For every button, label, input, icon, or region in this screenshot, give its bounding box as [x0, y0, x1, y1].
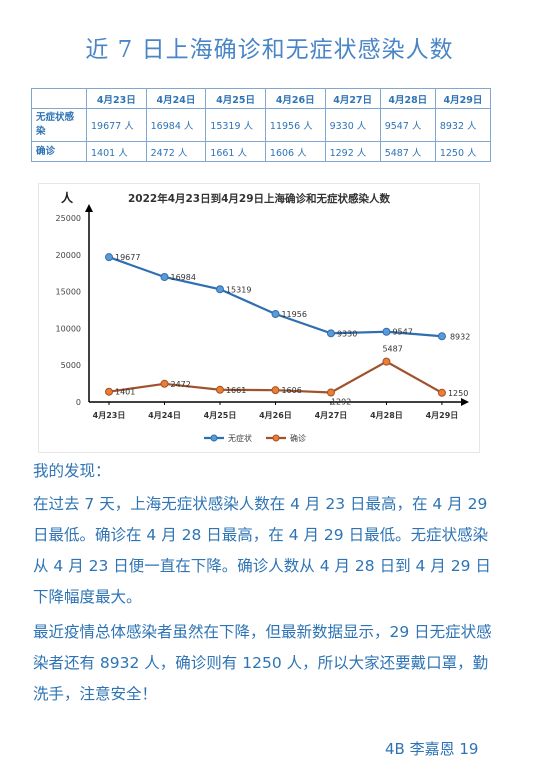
- data-label: 16984: [170, 273, 195, 282]
- data-label: 1401: [115, 388, 135, 397]
- y-tick-label: 20000: [56, 251, 81, 260]
- table-header-row: 4月23日 4月24日 4月25日 4月26日 4月27日 4月28日 4月29…: [31, 88, 492, 109]
- table-header-cell: 4月23日: [86, 88, 147, 109]
- findings-paragraph-1: 在过去 7 天，上海无症状感染人数在 4 月 23 日最高，在 4 月 29 日…: [33, 495, 491, 606]
- table-cell: 1292 人: [324, 141, 381, 162]
- table-header-cell: 4月26日: [264, 88, 326, 109]
- author-signature: 4B 李嘉恩 19: [385, 740, 479, 758]
- table-cell: 2472 人: [145, 141, 207, 162]
- table-cell: 19677 人: [86, 108, 147, 142]
- y-tick-label: 10000: [56, 324, 81, 333]
- data-point: [271, 386, 280, 395]
- line-chart: 2022年4月23日到4月29日上海确诊和无症状感染人数 人 0 5000 10000 1…: [38, 183, 480, 453]
- row-label-confirmed: 确诊: [31, 141, 87, 162]
- data-label: 11956: [281, 310, 306, 319]
- x-tick-label: 4月28日: [370, 411, 403, 420]
- y-tick-label: 25000: [56, 214, 81, 223]
- table-header-cell: 4月27日: [324, 88, 381, 109]
- table-row: 确诊 1401 人 2472 人 1661 人 1606 人 1292 人 54…: [31, 141, 492, 162]
- x-tick-label: 4月29日: [426, 411, 459, 420]
- data-label: 5487: [382, 345, 402, 354]
- data-point: [437, 388, 446, 397]
- data-label: 9547: [392, 328, 412, 337]
- chart-svg: 2022年4月23日到4月29日上海确诊和无症状感染人数 人 0 5000 10000 1…: [56, 190, 471, 443]
- data-point: [215, 385, 224, 394]
- table-cell: 9330 人: [324, 108, 381, 142]
- data-label: 1606: [281, 386, 301, 395]
- table-cell: 8932 人: [434, 108, 492, 142]
- data-point: [437, 332, 446, 341]
- table-cell: 11956 人: [264, 108, 326, 142]
- x-tick-label: 4月23日: [93, 411, 126, 420]
- table-header-cell: 4月24日: [145, 88, 207, 109]
- x-tick-label: 4月26日: [259, 411, 292, 420]
- table-cell: 9547 人: [379, 108, 436, 142]
- chart-title: 2022年4月23日到4月29日上海确诊和无症状感染人数: [128, 192, 391, 205]
- page-title: 近 7 日上海确诊和无症状感染人数: [85, 37, 454, 63]
- data-point: [105, 387, 113, 396]
- data-label: 8932: [450, 332, 470, 341]
- table-cell: 16984 人: [145, 108, 207, 142]
- x-tick-label: 4月24日: [148, 411, 181, 420]
- legend-marker: [272, 434, 280, 442]
- findings-heading: 我的发现：: [33, 462, 111, 480]
- table-cell: 1661 人: [205, 141, 266, 162]
- data-point: [160, 272, 169, 281]
- table-cell: 1401 人: [86, 141, 147, 162]
- table-corner: [31, 88, 87, 109]
- legend-label: 确诊: [290, 433, 306, 443]
- table-header-cell: 4月28日: [379, 88, 436, 109]
- data-point: [215, 285, 224, 294]
- data-label: 2472: [170, 380, 190, 389]
- data-point: [382, 357, 391, 366]
- y-axis-label: 人: [61, 190, 74, 205]
- data-label: 1661: [226, 386, 246, 395]
- data-point: [326, 329, 335, 338]
- data-point: [326, 388, 335, 397]
- data-point: [271, 310, 280, 319]
- table-header-cell: 4月29日: [434, 88, 492, 109]
- table-cell: 5487 人: [379, 141, 436, 162]
- data-point: [160, 379, 169, 388]
- data-label: 1250: [448, 389, 468, 398]
- legend-label: 无症状: [228, 433, 252, 443]
- y-tick-label: 5000: [61, 361, 81, 370]
- legend-marker: [210, 434, 218, 442]
- x-tick-label: 4月27日: [315, 411, 348, 420]
- data-label: 15319: [226, 285, 251, 294]
- series-line-asymptomatic: [108, 256, 443, 338]
- table-header-cell: 4月25日: [205, 88, 266, 109]
- y-tick-label: 15000: [56, 288, 81, 297]
- data-label: 19677: [115, 253, 140, 262]
- table-row: 无症状感染 19677 人 16984 人 15319 人 11956 人 93…: [31, 108, 492, 142]
- row-label-asymptomatic: 无症状感染: [31, 108, 87, 142]
- data-table: 4月23日 4月24日 4月25日 4月26日 4月27日 4月28日 4月29…: [31, 88, 492, 162]
- table-cell: 15319 人: [205, 108, 266, 142]
- table-cell: 1250 人: [434, 141, 492, 162]
- x-tick-label: 4月25日: [204, 411, 237, 420]
- data-point: [105, 253, 113, 262]
- table-cell: 1606 人: [264, 141, 326, 162]
- data-label: 9330: [337, 329, 357, 338]
- y-tick-label: 0: [76, 398, 81, 407]
- data-label: 1292: [331, 397, 351, 406]
- x-axis-arrow: [461, 398, 469, 406]
- data-point: [382, 327, 391, 336]
- y-axis-arrow: [85, 204, 93, 212]
- findings-paragraph-2: 最近疫情总体感染者虽然在下降，但最新数据显示，29 日无症状感染者还有 8932…: [33, 623, 492, 703]
